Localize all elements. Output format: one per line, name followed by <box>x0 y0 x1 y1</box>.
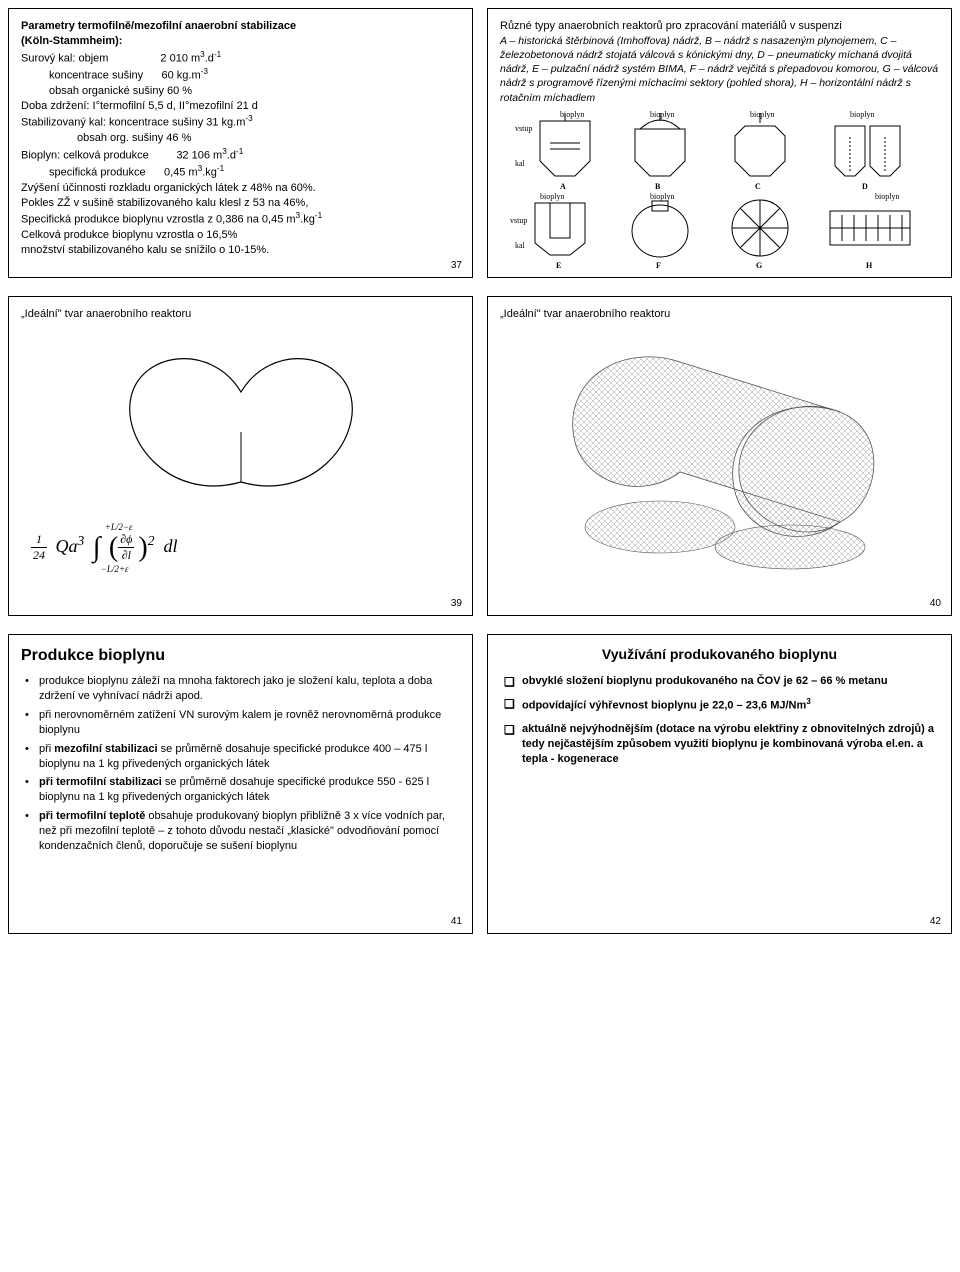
s2-p2: A – historická štěrbinová (Imhoffova) ná… <box>500 34 939 105</box>
page-number: 42 <box>930 916 941 927</box>
s6-b2: odpovídající výhřevnost bioplynu je 22,0… <box>504 696 939 714</box>
slide-parameters: Parametry termofilně/mezofilní anaerobní… <box>8 8 473 278</box>
s6-title: Využívání produkovaného bioplynu <box>500 645 939 664</box>
s1-line3: obsah organické sušiny 60 % <box>49 84 460 99</box>
svg-text:bioplyn: bioplyn <box>750 111 774 119</box>
svg-text:B: B <box>655 182 661 191</box>
svg-text:vstup: vstup <box>515 124 532 133</box>
slide-ideal-shape-1: „Ideální" tvar anaerobního reaktoru 1 24… <box>8 296 473 616</box>
svg-text:F: F <box>656 261 661 270</box>
s1-line9: Zvýšení účinnosti rozkladu organických l… <box>21 181 460 196</box>
slide-biogas-usage: Využívání produkovaného bioplynu obvyklé… <box>487 634 952 934</box>
s6-b3: aktuálně nejvýhodnějším (dotace na výrob… <box>504 722 939 767</box>
reactor-types-diagram: vstup bioplyn kal A bioplyn B <box>510 111 930 271</box>
cardioid-shape <box>111 332 371 502</box>
s1-line10: Pokles ZŽ v sušině stabilizovaného kalu … <box>21 196 460 211</box>
s6-b1: obvyklé složení bioplynu produkovaného n… <box>504 674 939 689</box>
s1-line8: specifická produkce 0,45 m3.kg-1 <box>49 163 460 181</box>
svg-text:E: E <box>556 261 561 270</box>
s1-line13: množství stabilizovaného kalu se snížilo… <box>21 243 460 258</box>
svg-text:bioplyn: bioplyn <box>540 192 564 201</box>
s2-p1: Různé typy anaerobních reaktorů pro zpra… <box>500 19 939 34</box>
svg-text:vstup: vstup <box>510 216 527 225</box>
s4-title: „Ideální" tvar anaerobního reaktoru <box>500 307 939 322</box>
s5-bullets: produkce bioplynu záleží na mnoha faktor… <box>21 674 460 853</box>
page-number: 41 <box>451 916 462 927</box>
slide-reactor-types: Různé typy anaerobních reaktorů pro zpra… <box>487 8 952 278</box>
svg-text:bioplyn: bioplyn <box>650 111 674 119</box>
s1-line7: Bioplyn: celková produkce 32 106 m3.d-1 <box>21 146 460 164</box>
svg-text:bioplyn: bioplyn <box>650 192 674 201</box>
s1-line12: Celková produkce bioplynu vzrostla o 16,… <box>21 228 460 243</box>
page-number: 40 <box>930 598 941 609</box>
s1-line2: koncentrace sušiny 60 kg.m-3 <box>49 66 460 84</box>
s5-b5: při termofilní teplotě obsahuje produkov… <box>25 809 460 854</box>
s3-title: „Ideální" tvar anaerobního reaktoru <box>21 307 460 322</box>
svg-text:kal: kal <box>515 159 526 168</box>
svg-text:G: G <box>756 261 762 270</box>
svg-text:bioplyn: bioplyn <box>560 111 584 119</box>
3d-reactor-render <box>530 332 910 572</box>
svg-text:bioplyn: bioplyn <box>875 192 899 201</box>
slide-ideal-shape-2: „Ideální" tvar anaerobního reaktoru 40 <box>487 296 952 616</box>
s5-b1: produkce bioplynu záleží na mnoha faktor… <box>25 674 460 704</box>
svg-text:bioplyn: bioplyn <box>850 111 874 119</box>
svg-text:C: C <box>755 182 761 191</box>
page-number: 37 <box>451 260 462 271</box>
s5-b2: při nerovnoměrném zatížení VN surovým ka… <box>25 708 460 738</box>
svg-text:kal: kal <box>515 241 526 250</box>
s1-line5: Stabilizovaný kal: koncentrace sušiny 31… <box>21 113 460 131</box>
equation: 1 24 Qa3 +L/2−ε ∫ −L/2+ε ( ∂ϕ ∂l )2 dl <box>31 532 460 564</box>
svg-text:D: D <box>862 182 868 191</box>
s5-title: Produkce bioplynu <box>21 645 460 667</box>
slide-biogas-production: Produkce bioplynu produkce bioplynu zále… <box>8 634 473 934</box>
svg-text:A: A <box>560 182 566 191</box>
svg-text:H: H <box>866 261 873 270</box>
s1-line4: Doba zdržení: I°termofilní 5,5 d, II°mez… <box>21 99 460 114</box>
s6-bullets: obvyklé složení bioplynu produkovaného n… <box>500 674 939 767</box>
s1-line11: Specifická produkce bioplynu vzrostla z … <box>21 210 460 228</box>
s5-b4: při termofilní stabilizaci se průměrně d… <box>25 775 460 805</box>
s5-b3: při mezofilní stabilizaci se průměrně do… <box>25 742 460 772</box>
page-number: 39 <box>451 598 462 609</box>
s1-line6: obsah org. sušiny 46 % <box>77 131 460 146</box>
s1-line1: Surový kal: objem 2 010 m3.d-1 <box>21 49 460 67</box>
s1-title-l2: (Köln-Stammheim): <box>21 34 460 49</box>
s1-title-l1: Parametry termofilně/mezofilní anaerobní… <box>21 19 460 34</box>
